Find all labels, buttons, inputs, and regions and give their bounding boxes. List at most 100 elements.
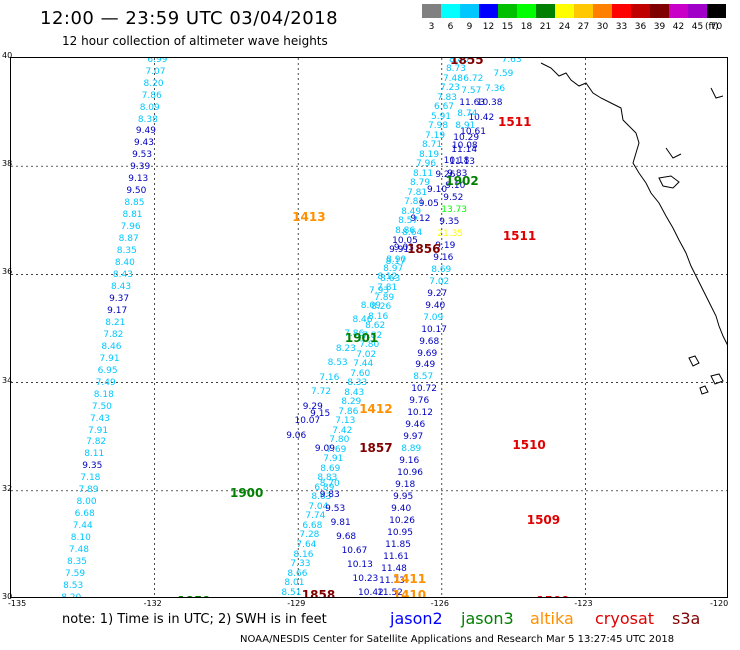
wave-height-value: 9.46: [405, 420, 426, 431]
wave-height-value: 7.48: [68, 545, 89, 556]
pass-time-label: 1510: [512, 438, 546, 453]
wave-height-value: 5.91: [430, 111, 452, 122]
wave-height-value: 11.52: [377, 587, 403, 598]
wave-height-value: 8.35: [66, 557, 88, 568]
wave-height-value: 8.20: [143, 78, 164, 89]
pass-time-label: 1859: [177, 594, 210, 597]
wave-height-value: 9.18: [395, 480, 416, 491]
pass-time-label: 1411: [392, 572, 427, 587]
wave-height-value: 7.74: [305, 511, 326, 522]
wave-height-value: 9.10: [427, 184, 448, 195]
wave-height-value: 9.27: [427, 288, 448, 299]
wave-height-value: 10.08: [451, 141, 478, 152]
wave-height-value: 8.90: [386, 254, 407, 265]
pass-time-label: 1412: [359, 401, 393, 416]
wave-height-value: 9.17: [107, 305, 128, 316]
wave-height-value: 7.28: [299, 530, 320, 541]
wave-height-value: 11.73: [379, 575, 405, 586]
pass-time-label: 1511: [498, 114, 532, 129]
island-1: [688, 355, 700, 367]
inland-border-2: [665, 147, 682, 159]
wave-height-value: 7.42: [332, 425, 353, 436]
wave-height-value: 11.48: [381, 563, 407, 574]
map-subtitle: 12 hour collection of altimeter wave hei…: [62, 34, 328, 48]
wave-height-value: 8.73: [445, 64, 466, 75]
wave-height-value: 7.43: [89, 413, 110, 424]
wave-height-value: 9.83: [319, 490, 340, 501]
wave-height-value: 6.67: [433, 102, 455, 113]
wave-height-value: 7.16: [319, 372, 340, 383]
wave-height-value: 9.13: [128, 174, 149, 185]
wave-height-value: 7.89: [78, 485, 99, 496]
pass-time-label: 1901: [344, 331, 379, 346]
wave-height-value: 7.86: [344, 329, 365, 340]
wave-height-value: 10.18: [443, 155, 470, 166]
wave-height-value: 9.19: [435, 240, 456, 251]
wave-height-value: 8.43: [112, 270, 133, 281]
wave-height-value: 8.09: [139, 102, 160, 113]
wave-height-value: 7.02: [356, 349, 377, 360]
wave-height-value: 8.53: [63, 581, 84, 592]
wave-height-value: 8.89: [401, 444, 422, 455]
wave-height-value: 8.57: [413, 372, 434, 383]
wave-height-value: 7.80: [359, 340, 380, 351]
wave-height-value: 8.16: [368, 311, 389, 322]
wave-height-value: 7.86: [141, 90, 162, 101]
wave-height-value: 21.35: [437, 229, 464, 240]
legend-label: 15: [501, 22, 514, 32]
legend-label: 30: [596, 22, 609, 32]
wave-height-value: 7.02: [429, 276, 450, 287]
wave-height-value: 8.97: [383, 264, 404, 275]
wave-height-value: 9.16: [399, 456, 420, 467]
note-text: note: 1) Time is in UTC; 2) SWH is in fe…: [62, 612, 327, 627]
wave-height-value: 10.38: [476, 98, 503, 109]
legend-swatch: [555, 4, 574, 18]
wave-height-value: 8.29: [341, 397, 362, 408]
wave-height-value: 8.01: [284, 578, 305, 589]
wave-height-value: 7.72: [311, 387, 332, 398]
wave-height-value: 7.50: [91, 401, 112, 412]
wave-height-value: 7.63: [501, 57, 522, 65]
lat-tick-label: 36: [2, 267, 13, 277]
pass-time-label: 1509: [536, 594, 569, 597]
wave-height-value: 8.83: [317, 473, 338, 484]
pass-time-label: 1413: [292, 209, 326, 224]
wave-height-value: 11.14: [451, 145, 478, 156]
wave-height-value: 7.04: [308, 501, 329, 512]
wave-height-value: 8.81: [122, 210, 143, 221]
wave-height-value: 9.83: [447, 169, 468, 180]
wave-height-value: 9.15: [310, 409, 331, 420]
wave-height-value: 11.13: [449, 157, 476, 168]
pass-time-label: 1856: [407, 242, 441, 257]
wave-height-value: 8.11: [84, 449, 105, 460]
legend-swatch: [593, 4, 612, 18]
wave-height-value: 9.29: [302, 401, 323, 412]
wave-height-value: 9.81: [330, 518, 351, 529]
wave-height-value: 7.98: [428, 121, 449, 132]
wave-height-value: 8.38: [137, 114, 158, 125]
wave-height-value: 10.07: [294, 416, 321, 427]
wave-height-value: 9.06: [286, 430, 307, 441]
legend-swatch: [517, 4, 536, 18]
wave-height-value: 9.09: [314, 444, 335, 455]
wave-height-value: 8.00: [76, 497, 97, 508]
lon-tick-label: -120: [710, 599, 729, 608]
wave-height-value: 8.74: [457, 109, 478, 120]
wave-height-value: 7.89: [374, 292, 395, 303]
wave-height-value: 7.64: [296, 540, 317, 550]
gridlines: [11, 58, 727, 597]
wave-height-value: 8.85: [124, 198, 145, 209]
map-title: 12:00 — 23:59 UTC 03/04/2018: [40, 8, 339, 29]
pass-time-label: 1509: [526, 512, 561, 527]
wave-height-value: 7.09: [423, 312, 444, 323]
wave-height-value: 8.09: [360, 300, 381, 311]
wave-height-value: 7.91: [88, 425, 109, 436]
wave-height-value: 8.85: [448, 57, 469, 65]
wave-height-value: 8.87: [118, 234, 139, 245]
wave-height-value: 9.53: [325, 504, 346, 515]
wave-height-value: 8.40: [114, 258, 135, 269]
wave-height-value: 7.23: [439, 83, 461, 94]
wave-height-value: 9.43: [133, 138, 155, 149]
wave-height-value: 7.36: [485, 83, 506, 94]
